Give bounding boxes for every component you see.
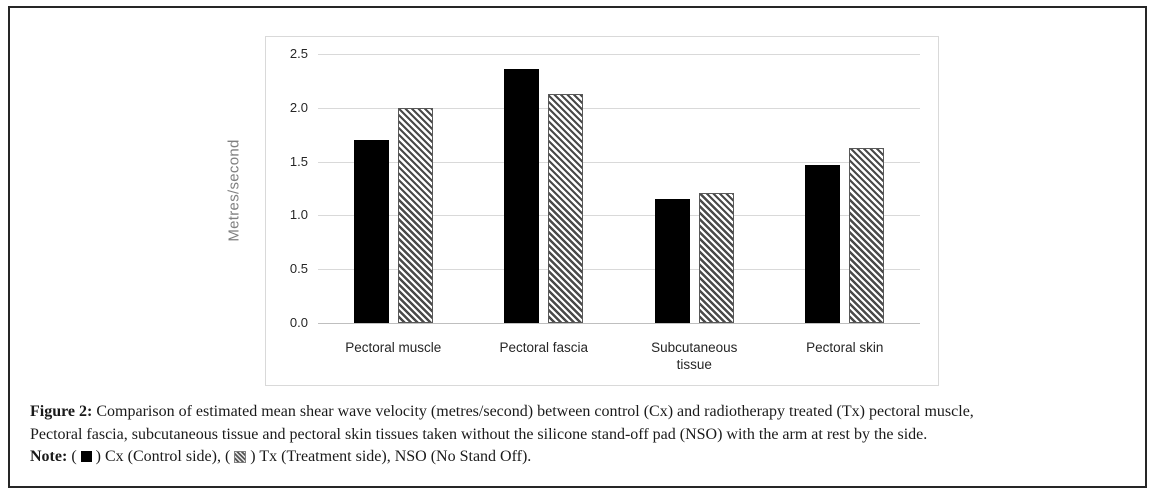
figure-caption: Figure 2: Comparison of estimated mean s…	[30, 401, 1126, 469]
gridline	[318, 107, 920, 109]
caption-note-line: Note: ( ) Cx (Control side), ( ) Tx (Treat…	[30, 446, 1126, 469]
x-axis-category-label: Pectoral muscle	[345, 340, 442, 355]
note-tx-text: ) Tx (Treatment side), NSO (No Stand Off…	[250, 448, 532, 465]
x-axis-category-label: Subcutaneous tissue	[651, 340, 738, 372]
x-axis-category-label: Pectoral fascia	[499, 340, 589, 355]
y-axis-tick-label: 2.0	[289, 99, 308, 115]
figure-label: Figure 2:	[30, 403, 93, 420]
bar-cx-subcutaneous-tissue	[654, 199, 690, 323]
legend-swatch-cx-icon	[80, 451, 92, 462]
bar-tx-subcutaneous-tissue	[698, 192, 734, 323]
gridline	[318, 161, 920, 163]
bar-cx-pectoral-fascia	[504, 69, 540, 323]
legend-swatch-tx-icon	[234, 451, 247, 463]
bar-tx-pectoral-muscle	[397, 107, 433, 323]
bar-cx-pectoral-skin	[805, 164, 841, 323]
x-axis-line	[318, 323, 920, 324]
note-label: Note:	[30, 448, 68, 465]
bar-cx-pectoral-muscle	[353, 140, 389, 323]
y-axis-title: Metres/second	[225, 139, 243, 242]
y-axis-tick-label: 0.0	[289, 315, 308, 330]
gridline	[318, 215, 920, 217]
y-axis-tick-label: 1.5	[289, 153, 308, 169]
note-cx-text: ) Cx (Control side), (	[95, 448, 231, 465]
bar-tx-pectoral-skin	[849, 147, 885, 323]
gridline	[318, 269, 920, 271]
note-open-paren: (	[71, 448, 77, 465]
bar-tx-pectoral-fascia	[548, 93, 584, 323]
y-axis-tick-label: 0.5	[289, 261, 308, 277]
caption-line-2: Pectoral fascia, subcutaneous tissue and…	[30, 425, 928, 443]
x-axis-category-label: Pectoral skin	[806, 340, 884, 355]
caption-text-1: Comparison of estimated mean shear wave …	[96, 403, 974, 420]
gridline	[318, 54, 920, 55]
bar-chart: 0.0 0.5 1.0 1.5 2.0 2.5 Pectoral muscle Pectora…	[265, 36, 939, 386]
y-axis-tick-label: 1.0	[289, 207, 308, 223]
y-axis-tick-label: 2.5	[289, 46, 308, 61]
caption-line-1: Figure 2: Comparison of estimated mean s…	[30, 401, 1126, 424]
